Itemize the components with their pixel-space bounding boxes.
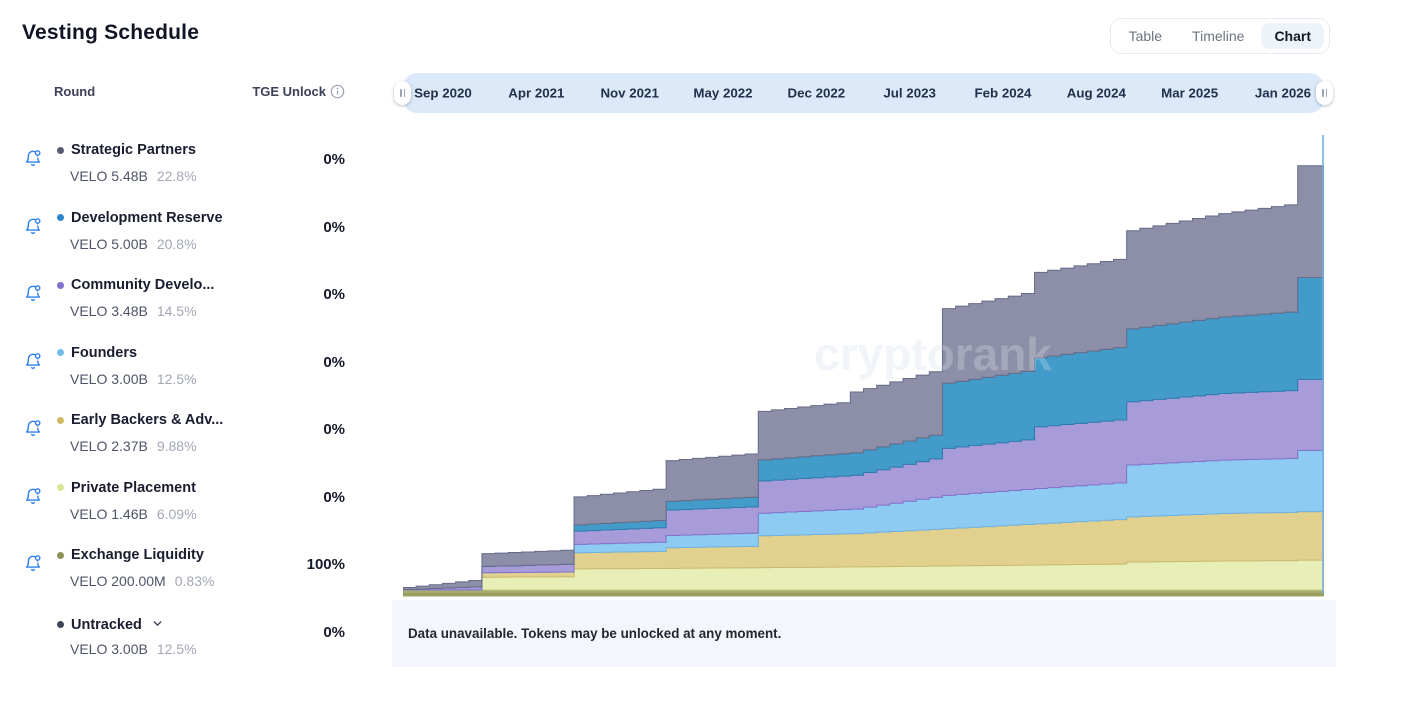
svg-text:cryptorank: cryptorank	[814, 328, 1052, 380]
round-token-amount: VELO 5.00B	[70, 235, 148, 252]
vesting-rounds-list: Strategic Partners VELO 5.48B 22.8% 0% Devel…	[0, 137, 392, 677]
timeline-tick-label: Mar 2025	[1161, 85, 1219, 101]
notification-bell-icon[interactable]	[23, 418, 43, 438]
vesting-chart-area[interactable]: cryptorank cryptorank	[402, 118, 1325, 597]
round-tge-value: 0%	[323, 488, 345, 506]
round-column-header: Round	[54, 84, 96, 99]
vesting-round-row[interactable]: Founders VELO 3.00B 12.5% 0%	[0, 340, 392, 408]
series-color-dot	[57, 349, 64, 356]
tge-unlock-column-header: TGE Unlock	[252, 84, 345, 99]
tab-timeline[interactable]: Timeline	[1179, 23, 1257, 49]
page-title: Vesting Schedule	[22, 21, 200, 44]
info-circle-icon[interactable]	[330, 84, 345, 99]
view-switcher: Table Timeline Chart	[1109, 18, 1330, 54]
round-token-amount: VELO 2.37B	[70, 438, 148, 454]
notification-bell-icon[interactable]	[23, 553, 43, 573]
chart-footer-note: Data unavailable. Tokens may be unlocked…	[392, 600, 1336, 667]
round-supply-percent: 0.83%	[174, 573, 215, 589]
chevron-down-icon[interactable]	[149, 615, 164, 635]
footer-note-text: Data unavailable. Tokens may be unlocked…	[408, 626, 782, 641]
round-supply-percent: 22.8%	[156, 168, 197, 184]
round-name: Private Placement	[71, 479, 196, 496]
timeline-right-drag-handle[interactable]	[1316, 81, 1333, 105]
vesting-round-row[interactable]: Early Backers & Adv... VELO 2.37B 9.88% 0%	[0, 407, 392, 475]
round-name: Untracked	[71, 616, 142, 633]
timeline-tick-label: May 2022	[693, 85, 753, 101]
round-name: Community Develo...	[71, 277, 215, 293]
round-supply-percent: 20.8%	[156, 235, 197, 252]
vesting-round-row[interactable]: Exchange Liquidity VELO 200.00M 0.83% 100%	[0, 542, 392, 610]
round-supply-percent: 6.09%	[156, 505, 197, 522]
timeline-range-selector[interactable]: Sep 2020 Apr 2021 Nov 2021 May 2022 Dec 2022…	[403, 73, 1324, 113]
round-name: Early Backers & Adv...	[71, 412, 224, 428]
vesting-round-row[interactable]: Community Develo... VELO 3.48B 14.5% 0%	[0, 272, 392, 340]
notification-bell-icon[interactable]	[23, 283, 43, 303]
timeline-tick-label: Jan 2026	[1254, 85, 1312, 101]
round-token-amount: VELO 1.46B	[70, 505, 148, 522]
round-name: Strategic Partners	[71, 142, 196, 158]
notification-bell-icon[interactable]	[23, 351, 43, 371]
round-tge-value: 0%	[323, 151, 345, 168]
timeline-tick-label: Feb 2024	[974, 85, 1032, 101]
tab-chart[interactable]: Chart	[1261, 23, 1324, 49]
round-token-amount: VELO 5.48B	[70, 168, 148, 184]
series-color-dot	[57, 214, 64, 221]
vesting-round-row[interactable]: Development Reserve VELO 5.00B 20.8% 0%	[0, 205, 392, 273]
timeline-tick-label: Dec 2022	[787, 85, 846, 101]
series-color-dot	[57, 621, 64, 628]
notification-bell-icon[interactable]	[23, 486, 43, 506]
vesting-round-row[interactable]: Untracked VELO 3.00B 12.5% 0%	[0, 610, 392, 678]
round-token-amount: VELO 3.00B	[70, 370, 148, 387]
round-supply-percent: 14.5%	[156, 303, 197, 319]
notification-bell-icon[interactable]	[23, 216, 43, 236]
round-tge-value: 100%	[306, 556, 345, 573]
round-name: Founders	[71, 344, 138, 361]
round-token-amount: VELO 3.00B	[70, 640, 148, 657]
series-color-dot	[57, 281, 64, 289]
table-column-headers: Round TGE Unlock	[0, 84, 392, 102]
series-color-dot	[57, 551, 64, 559]
vesting-round-row[interactable]: Strategic Partners VELO 5.48B 22.8% 0%	[0, 137, 392, 205]
timeline-left-drag-handle[interactable]	[394, 81, 411, 105]
timeline-tick-label: Apr 2021	[508, 85, 565, 101]
round-token-amount: VELO 3.48B	[70, 303, 148, 319]
round-supply-percent: 12.5%	[156, 640, 197, 657]
tab-table[interactable]: Table	[1116, 23, 1175, 49]
series-color-dot	[57, 484, 64, 491]
timeline-tick-label: Nov 2021	[600, 85, 659, 101]
round-tge-value: 0%	[323, 421, 345, 438]
round-name: Exchange Liquidity	[71, 547, 204, 563]
vesting-round-row[interactable]: Private Placement VELO 1.46B 6.09% 0%	[0, 475, 392, 543]
timeline-tick-label: Aug 2024	[1066, 85, 1126, 101]
series-color-dot	[57, 146, 64, 154]
round-tge-value: 0%	[323, 218, 345, 236]
round-tge-value: 0%	[323, 353, 345, 371]
series-color-dot	[57, 416, 64, 424]
round-supply-percent: 9.88%	[156, 438, 197, 454]
round-tge-value: 0%	[323, 286, 345, 303]
notification-bell-icon[interactable]	[23, 148, 43, 168]
round-token-amount: VELO 200.00M	[70, 573, 166, 589]
round-tge-value: 0%	[323, 623, 345, 641]
round-name: Development Reserve	[71, 209, 223, 226]
timeline-tick-label: Jul 2023	[883, 85, 936, 101]
round-supply-percent: 12.5%	[156, 370, 197, 387]
timeline-tick-label: Sep 2020	[414, 85, 472, 101]
